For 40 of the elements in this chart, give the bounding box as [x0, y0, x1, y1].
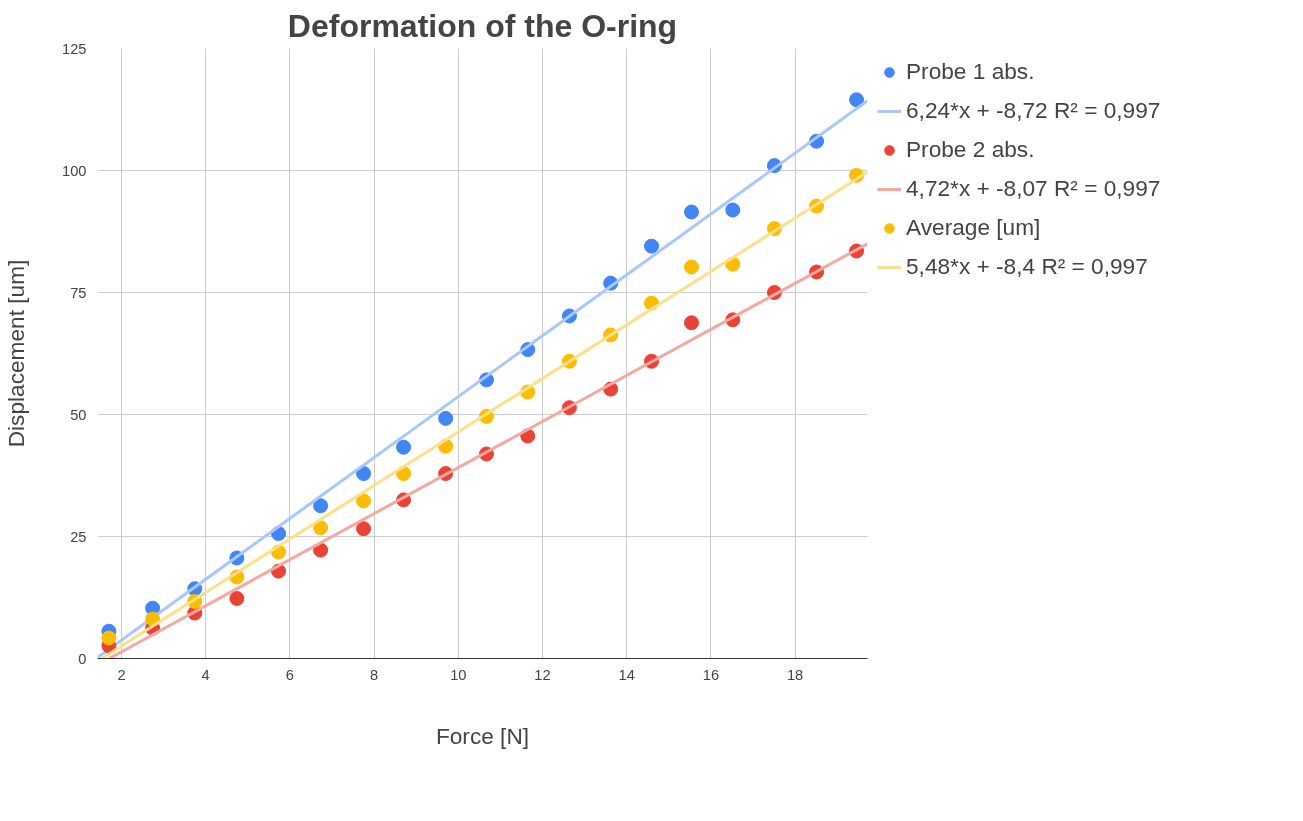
y-tick-label: 25	[70, 528, 87, 545]
x-tick-label: 14	[618, 666, 635, 683]
x-tick-label: 8	[370, 666, 379, 683]
x-tick-label: 12	[534, 666, 551, 683]
x-axis-title: Force [N]	[435, 722, 530, 749]
point	[356, 466, 372, 482]
point	[356, 493, 372, 509]
point	[313, 520, 329, 536]
point	[229, 590, 245, 606]
legend-label: Probe 1 abs.	[906, 58, 1035, 85]
y-tick-label: 75	[70, 284, 87, 301]
x-tick-label: 4	[201, 666, 210, 683]
y-axis-title: Displacement [um]	[3, 259, 30, 448]
x-tick-label: 18	[786, 666, 804, 683]
x-tick-label: 2	[117, 666, 126, 683]
y-tick-label: 50	[70, 406, 87, 423]
point	[438, 410, 454, 426]
point	[684, 259, 700, 275]
chart-title: Deformation of the O-ring	[287, 7, 678, 44]
legend-label: Average [um]	[906, 214, 1041, 241]
point	[644, 238, 660, 254]
point	[684, 315, 700, 331]
point	[313, 542, 329, 558]
point	[313, 498, 329, 514]
y-tick-label: 0	[78, 650, 87, 667]
x-tick-label: 10	[450, 666, 467, 683]
y-tick-label: 125	[62, 40, 87, 57]
point	[101, 630, 117, 646]
x-tick-label: 6	[285, 666, 294, 683]
point	[396, 439, 412, 455]
point	[684, 204, 700, 220]
point	[725, 202, 741, 218]
legend-label: 4,72*x + -8,07 R² = 0,997	[906, 175, 1161, 202]
point	[849, 92, 865, 108]
y-tick-label: 100	[62, 162, 87, 179]
legend-label: 6,24*x + -8,72 R² = 0,997	[906, 97, 1161, 124]
x-tick-label: 16	[702, 666, 720, 683]
legend-label: Probe 2 abs.	[906, 136, 1035, 163]
legend-label: 5,48*x + -8,4 R² = 0,997	[906, 253, 1148, 280]
point	[356, 521, 372, 537]
